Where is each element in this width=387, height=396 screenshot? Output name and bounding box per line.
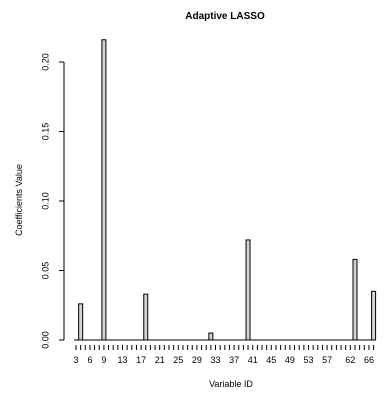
bar-variable-40 — [245, 239, 251, 341]
y-axis: 0.00 0.05 0.10 0.15 0.20 — [40, 53, 65, 349]
bar-variable-4 — [78, 303, 84, 341]
x-tick-label: 37 — [229, 355, 239, 365]
y-tick-label: 0.05 — [40, 262, 50, 280]
y-tick-label: 0.10 — [40, 192, 50, 210]
bar-variable-63 — [352, 258, 358, 341]
x-tick-label: 53 — [303, 355, 313, 365]
bar-variable-67 — [371, 290, 377, 341]
x-tick-label: 45 — [266, 355, 276, 365]
x-tick-label: 6 — [87, 355, 92, 365]
x-tick-label: 17 — [136, 355, 146, 365]
x-tick-label: 13 — [117, 355, 127, 365]
x-tick-label: 21 — [155, 355, 165, 365]
y-tick-label: 0.00 — [40, 331, 50, 349]
x-tick-label: 33 — [210, 355, 220, 365]
x-tick-label: 57 — [322, 355, 332, 365]
y-tick-label: 0.20 — [40, 53, 50, 71]
bar-variable-32 — [208, 332, 214, 341]
x-tick-label: 25 — [173, 355, 183, 365]
chart-title: Adaptive LASSO — [185, 11, 265, 22]
x-tick-label: 66 — [364, 355, 374, 365]
x-axis-label: Variable ID — [209, 379, 253, 389]
y-axis-label: Coefficients Value — [14, 164, 24, 236]
x-tick-label: 29 — [192, 355, 202, 365]
x-tick-label: 62 — [345, 355, 355, 365]
bars — [74, 39, 377, 341]
x-tick-label: 49 — [285, 355, 295, 365]
x-tick-label: 41 — [248, 355, 258, 365]
x-tick-label: 3 — [73, 355, 78, 365]
bar-variable-18 — [143, 293, 149, 341]
x-axis: 3 6 9 13 17 21 25 29 33 37 41 45 49 53 57 62 66 — [73, 345, 375, 365]
bar-variable-9 — [101, 39, 107, 341]
y-tick-label: 0.15 — [40, 123, 50, 141]
x-tick-label: 9 — [101, 355, 106, 365]
